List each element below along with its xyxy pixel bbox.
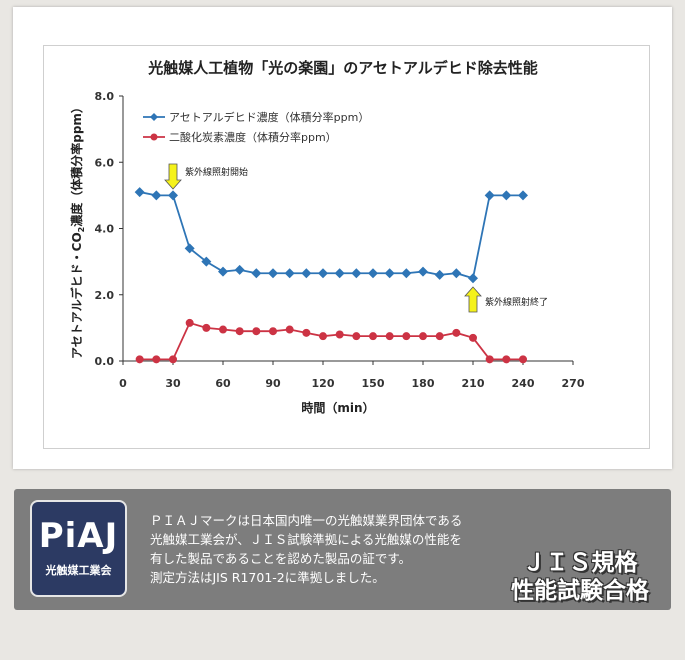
legend-marker <box>150 113 158 121</box>
data-point <box>201 256 212 267</box>
data-point <box>185 318 194 327</box>
data-point <box>519 355 527 364</box>
data-point <box>318 268 328 279</box>
data-point <box>502 355 511 364</box>
data-point <box>169 355 177 364</box>
data-point <box>469 333 477 342</box>
data-point <box>252 327 261 336</box>
y-tick-label: 4.0 <box>95 223 115 236</box>
description: ＰＩＡＪマークは日本国内唯一の光触媒業界団体である 光触媒工業会が、ＪＩＳ試験準… <box>150 511 550 587</box>
data-point <box>451 268 462 279</box>
data-point <box>168 190 178 201</box>
data-point <box>468 273 478 284</box>
data-point <box>419 332 427 341</box>
data-point <box>418 266 428 277</box>
series-line <box>139 321 523 361</box>
arrow-down-icon <box>164 163 182 190</box>
data-point <box>218 266 228 277</box>
x-tick-label: 90 <box>265 377 281 390</box>
data-point <box>184 243 195 254</box>
chart-svg: 光触媒人工植物「光の楽園」のアセトアルデヒド除去性能 0.0 2.0 4.0 6.0 8.… <box>69 59 585 415</box>
piaj-logo: PiAJ 光触媒工業会 <box>30 500 127 597</box>
x-tick-label: 240 <box>512 377 535 390</box>
data-point <box>202 323 211 332</box>
data-point <box>484 190 495 201</box>
data-point <box>285 325 294 334</box>
data-point <box>135 355 144 364</box>
data-point <box>219 325 227 334</box>
data-point <box>319 332 327 341</box>
data-point <box>151 190 162 201</box>
x-tick-label: 0 <box>119 377 127 390</box>
data-point <box>434 269 445 280</box>
data-point <box>269 327 277 336</box>
y-axis-label: アセトアルデヒド・CO2濃度（体積分率ppm） <box>69 101 86 359</box>
annotation-label: 紫外線照射終了 <box>485 296 548 308</box>
y-tick-label: 8.0 <box>95 90 115 103</box>
description-line: 光触媒工業会が、ＪＩＳ試験準拠による光触媒の性能を <box>150 532 462 547</box>
data-point <box>369 332 377 341</box>
jis-stamp: ＪＩＳ規格 性能試験合格 <box>511 549 649 605</box>
arrow-up-icon <box>464 286 482 313</box>
legend-marker <box>150 133 158 141</box>
x-tick-label: 30 <box>165 377 181 390</box>
legend-label: アセトアルデヒド濃度（体積分率ppm） <box>169 110 369 124</box>
data-point <box>401 268 412 279</box>
data-point <box>235 327 244 336</box>
stamp-line: 性能試験合格 <box>511 578 649 604</box>
data-point <box>368 268 378 279</box>
data-point <box>351 268 362 279</box>
data-point <box>284 268 295 279</box>
data-point <box>301 268 312 279</box>
data-point <box>251 268 262 279</box>
data-point <box>334 268 345 279</box>
data-point <box>268 268 278 279</box>
data-point <box>152 355 161 364</box>
data-point <box>485 355 494 364</box>
x-tick-label: 210 <box>462 377 485 390</box>
x-tick-label: 180 <box>412 377 435 390</box>
info-panel: PiAJ 光触媒工業会 ＰＩＡＪマークは日本国内唯一の光触媒業界団体である 光触… <box>14 489 671 610</box>
description-line: ＰＩＡＪマークは日本国内唯一の光触媒業界団体である <box>150 513 463 528</box>
data-point <box>501 190 512 201</box>
annotation-label: 紫外線照射開始 <box>185 166 248 178</box>
logo-text: PiAJ <box>38 516 119 556</box>
data-point <box>335 330 344 339</box>
x-tick-label: 120 <box>312 377 335 390</box>
series-line <box>139 191 523 280</box>
data-point <box>518 190 528 201</box>
description-line: 測定方法はJIS R1701-2に準拠しました。 <box>150 570 385 585</box>
x-axis-label: 時間（min） <box>301 400 374 415</box>
x-tick-label: 150 <box>362 377 385 390</box>
description-line: 有した製品であることを認めた製品の証です。 <box>150 551 412 566</box>
stamp-line: ＪＩＳ規格 <box>522 550 638 576</box>
x-tick-label: 270 <box>562 377 585 390</box>
logo-subtitle: 光触媒工業会 <box>45 564 112 577</box>
legend-label: 二酸化炭素濃度（体積分率ppm） <box>169 130 337 144</box>
data-point <box>384 268 395 279</box>
x-tick-label: 60 <box>215 377 231 390</box>
data-point <box>402 332 411 341</box>
chart-frame <box>43 45 650 449</box>
data-point <box>435 332 444 341</box>
data-point <box>302 328 311 337</box>
data-point <box>234 264 245 275</box>
data-point <box>352 332 361 341</box>
chart-title: 光触媒人工植物「光の楽園」のアセトアルデヒド除去性能 <box>147 59 538 77</box>
data-point <box>385 332 394 341</box>
y-tick-label: 0.0 <box>95 355 115 368</box>
data-point <box>452 328 461 337</box>
y-tick-label: 6.0 <box>95 156 115 169</box>
data-point <box>134 187 145 198</box>
chart-sheet: 光触媒人工植物「光の楽園」のアセトアルデヒド除去性能 0.0 2.0 4.0 6.0 8.… <box>13 7 672 469</box>
y-tick-label: 2.0 <box>95 289 115 302</box>
